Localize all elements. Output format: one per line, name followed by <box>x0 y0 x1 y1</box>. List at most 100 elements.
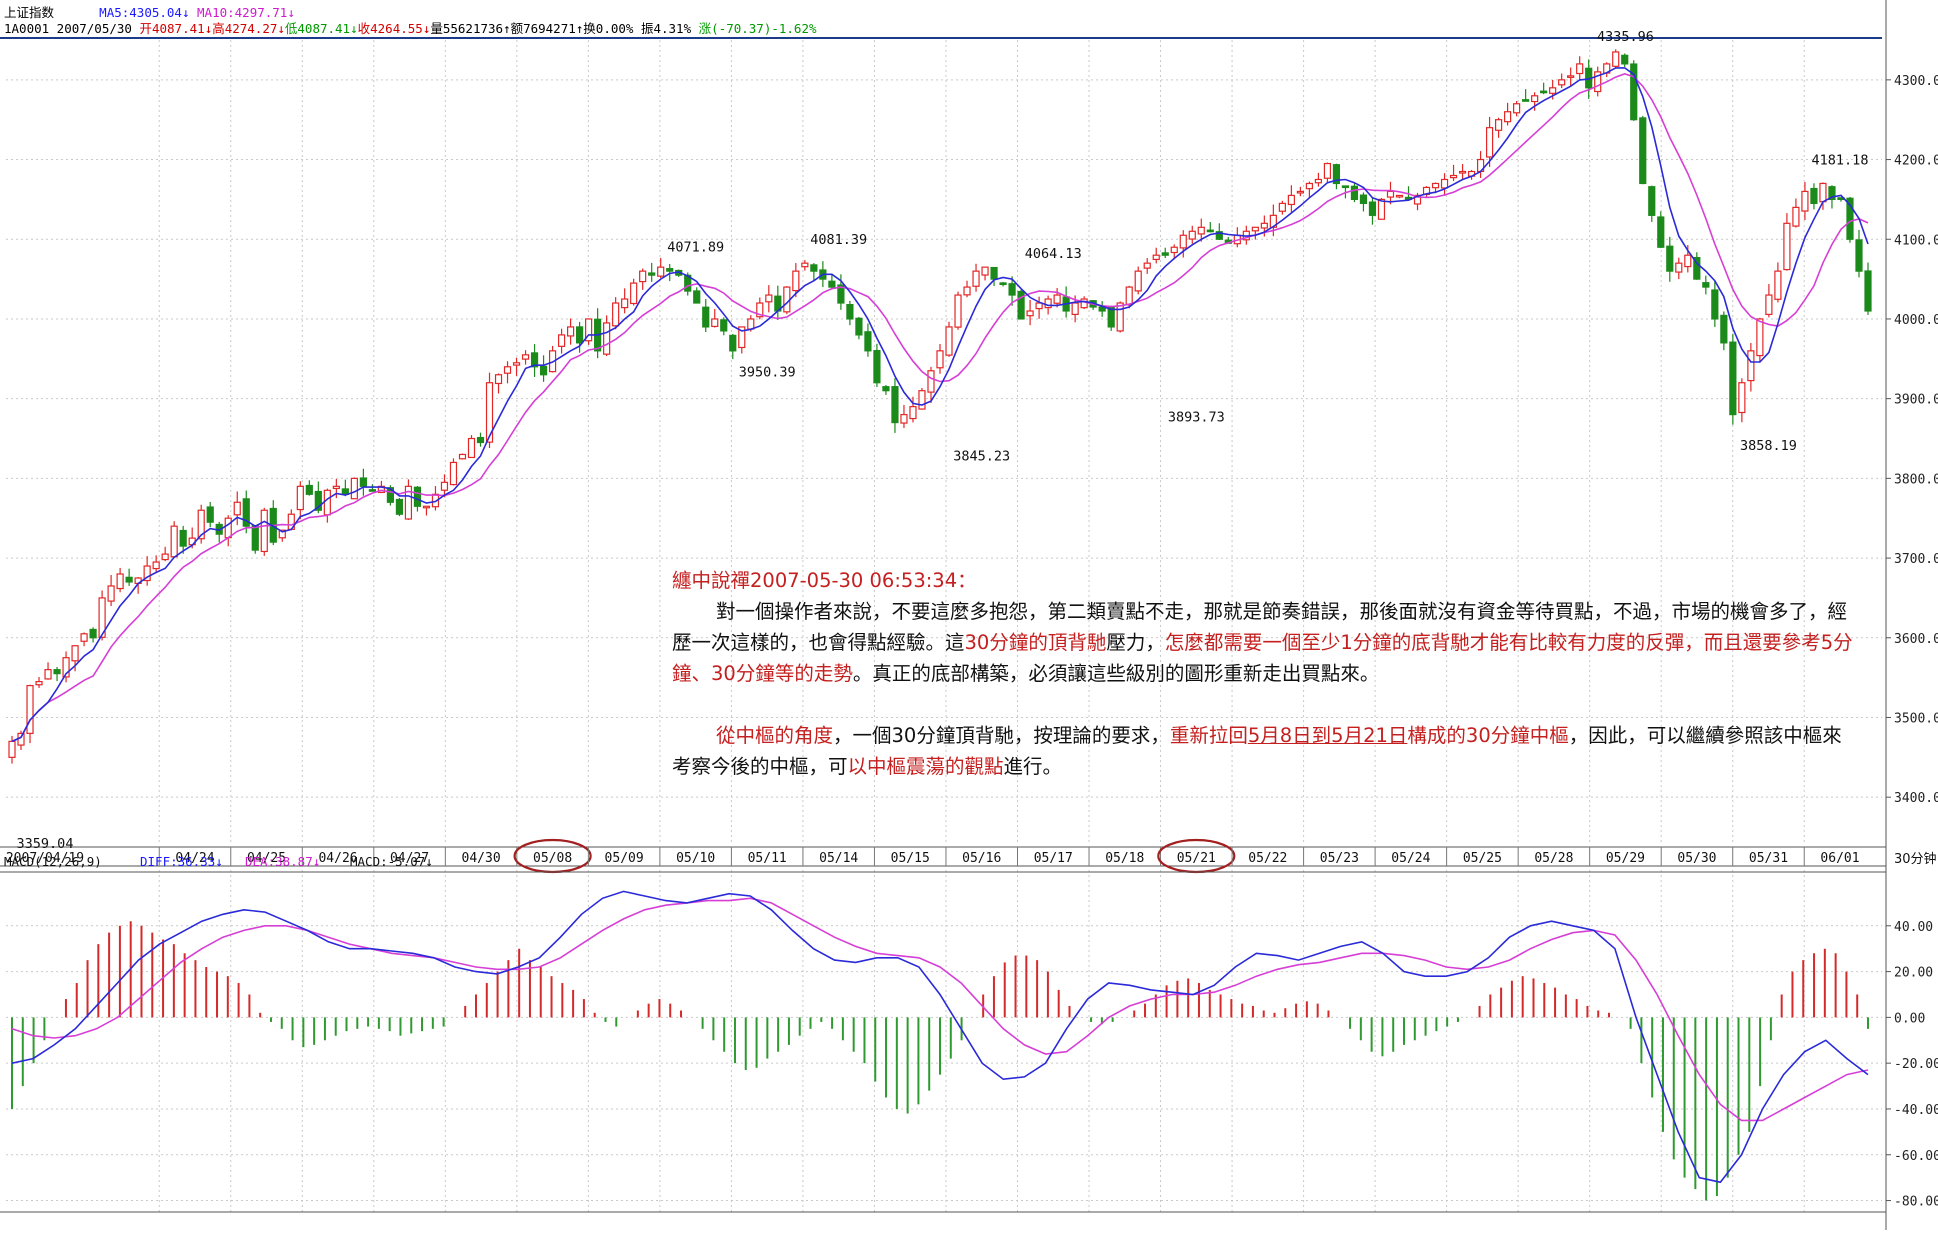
candle-body <box>603 322 611 355</box>
extreme-label: 4064.13 <box>1025 246 1082 262</box>
ma10-line <box>11 73 1869 743</box>
candle-body <box>747 318 755 330</box>
candle-body <box>1504 111 1512 123</box>
candle-body <box>585 318 593 342</box>
price-tick-label: 3700.0 <box>1894 552 1938 567</box>
date-label: 2007/04/19 <box>6 851 84 866</box>
candle-body <box>161 553 169 561</box>
price-tick-label: 3800.0 <box>1894 472 1938 487</box>
macd-series-label: DIFF:36.33↓ <box>140 854 223 869</box>
price-tick-label: 3600.0 <box>1894 632 1938 647</box>
annotation-paragraph-2: 從中樞的角度，一個30分鐘頂背馳，按理論的要求，重新拉回5月8日到5月21日構成… <box>672 720 1857 782</box>
candle-body <box>539 365 548 376</box>
candle-body <box>98 597 106 638</box>
candle-body <box>17 732 25 746</box>
p2-text-d: 5月8日到5月21日 <box>1247 724 1408 747</box>
candle-body <box>89 628 97 639</box>
ma-lines <box>11 67 1869 743</box>
candle-body <box>1071 302 1079 316</box>
candle-body <box>26 684 34 734</box>
candle-body <box>260 509 268 553</box>
dea-line <box>11 897 1869 1122</box>
p2-text-f: ，因此，可以繼續參照該中樞來考察今後的中樞，可 <box>672 724 1842 778</box>
candle-body <box>729 334 737 352</box>
candle-body <box>1567 75 1575 78</box>
macd-tick-label: 20.00 <box>1894 966 1933 981</box>
candle-body <box>1594 71 1602 93</box>
candle-body <box>1558 79 1566 86</box>
candle-body <box>143 565 151 582</box>
p2-text-c: 重新拉回 <box>1169 724 1248 747</box>
date-label: 05/22 <box>1248 851 1287 866</box>
candle-body <box>1855 239 1863 272</box>
candle-body <box>792 270 800 292</box>
candle-body <box>981 266 989 276</box>
candle-body <box>485 382 494 443</box>
p1-text-e: 。真正的底部構築，必須讓這些級別的圖形重新走出買點來。 <box>852 662 1380 685</box>
p2-text-a: 從中樞的角度 <box>716 724 834 747</box>
candle-body <box>1305 182 1313 190</box>
macd-tick-label: -80.00 <box>1894 1195 1938 1210</box>
candle-body <box>1251 226 1259 232</box>
candle-body <box>1675 262 1683 273</box>
candle-body <box>1828 186 1836 201</box>
header-row-2: 1A0001 2007/05/30 开4087.41↓高4274.27↓低408… <box>4 18 817 37</box>
candle-body <box>1143 262 1151 269</box>
candle-body <box>972 270 980 287</box>
candle-body <box>152 561 160 570</box>
p1-text-a: 對一個操作者來說，不要這麼多抱怨，第二類賣點不走，那就是節奏錯誤，那後面就沒有資… <box>672 600 1848 654</box>
p2-text-g: 以中樞震蕩的觀點 <box>847 755 1004 778</box>
date-label: 05/11 <box>748 851 787 866</box>
candle-body <box>666 268 674 272</box>
date-label: 05/28 <box>1534 851 1573 866</box>
date-label: 05/29 <box>1606 851 1645 866</box>
price-tick-label: 4200.0 <box>1894 154 1938 169</box>
candle-body <box>512 362 521 366</box>
change-value: 涨(-70.37)-1.62% <box>698 21 817 36</box>
candle-body <box>197 509 205 540</box>
candle-body <box>837 284 845 304</box>
candle-body <box>440 481 449 491</box>
candle-body <box>1458 170 1467 174</box>
candle-body <box>332 485 340 490</box>
candle-body <box>521 354 530 360</box>
candle-body <box>1314 178 1323 184</box>
candle-body <box>1774 270 1782 300</box>
annotation-text-block: 纏中說禪2007-05-30 06:53:34： 對一個操作者來說，不要這麼多抱… <box>672 565 1857 782</box>
candle-body <box>1431 182 1440 189</box>
candle-body <box>1332 164 1341 185</box>
extreme-label: 4081.39 <box>810 232 867 248</box>
candle-body <box>1792 206 1800 227</box>
candle-body <box>296 485 304 511</box>
candle-body <box>909 406 917 420</box>
candle-body <box>1801 190 1809 212</box>
candle-body <box>801 262 809 268</box>
candle-body <box>765 294 773 303</box>
date-label: 05/23 <box>1320 851 1359 866</box>
p1-text-d: 怎麼都需要一個至少1分鐘的底背馳才能有比較有力度的反彈，而且還要參考5分鐘、30… <box>672 631 1853 685</box>
candle-body <box>1756 318 1764 357</box>
candle-body <box>702 306 710 328</box>
candle-body <box>1116 302 1124 332</box>
candle-body <box>621 298 629 309</box>
extreme-label: 4335.96 <box>1597 29 1654 45</box>
date-label: 05/24 <box>1391 851 1430 866</box>
candle-body <box>1684 254 1692 268</box>
extreme-label: 3893.73 <box>1168 410 1225 426</box>
date-label: 05/16 <box>962 851 1001 866</box>
candle-body <box>1549 87 1557 94</box>
candle-body <box>8 740 16 758</box>
candle-body <box>1368 201 1377 216</box>
candle-body <box>413 486 422 507</box>
candle-body <box>116 573 124 590</box>
p2-text-e: 構成的30分鐘中樞 <box>1407 724 1569 747</box>
candle-body <box>1440 178 1449 189</box>
amount-value: 额7694271↑ <box>510 21 584 36</box>
price-labels: 3359.04 4071.89 3950.39 4081.39 3845.23 4064.… <box>17 29 1869 852</box>
macd-series-label: MACD:-5.07↓ <box>350 854 433 869</box>
price-tick-label: 3400.0 <box>1894 791 1938 806</box>
candle-body <box>530 352 539 368</box>
